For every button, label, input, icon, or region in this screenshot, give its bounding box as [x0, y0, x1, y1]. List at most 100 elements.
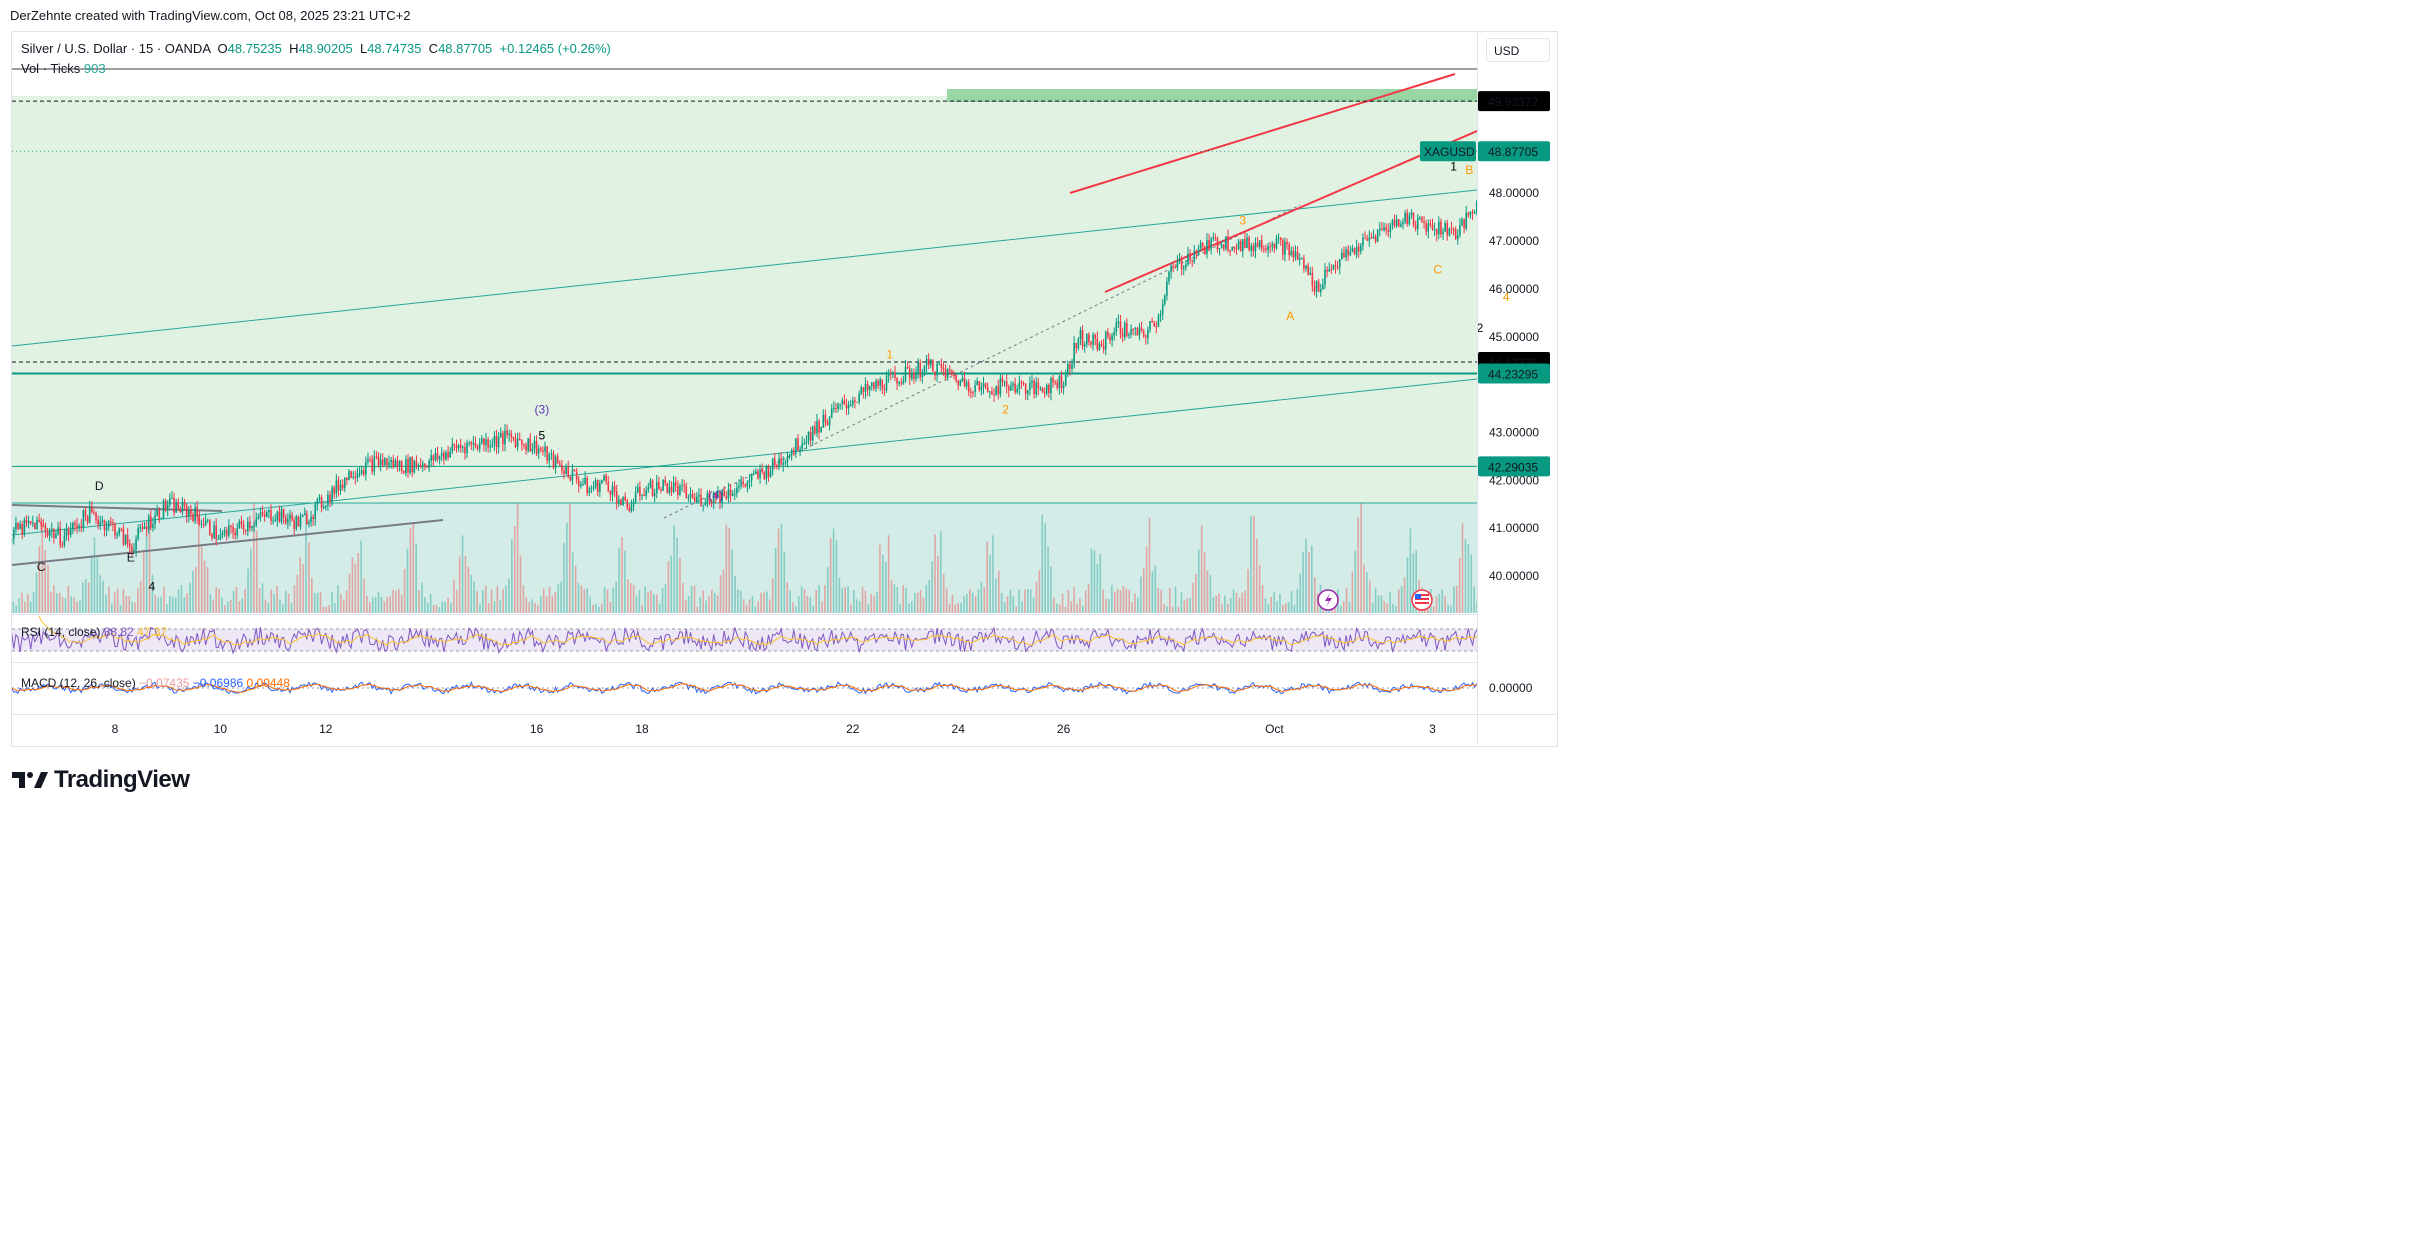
volume-bar	[122, 588, 125, 613]
rsi-legend[interactable]: RSI (14, close) 38.82 47.37	[21, 625, 167, 639]
volume-bar	[1400, 585, 1403, 613]
volume-bar	[1215, 595, 1217, 613]
volume-bar	[597, 606, 600, 613]
candle-body	[603, 475, 605, 480]
candle-body	[1387, 230, 1390, 232]
volume-bar	[1308, 551, 1310, 613]
volume-bar	[696, 606, 699, 613]
candle-body	[548, 454, 551, 461]
lightning-icon[interactable]	[1317, 589, 1339, 611]
us-flag-icon[interactable]	[1411, 589, 1433, 611]
candle-body	[59, 527, 61, 545]
volume-bar	[1166, 606, 1168, 613]
volume-bar	[267, 603, 270, 613]
volume-bar	[826, 567, 829, 613]
candle-body	[36, 519, 38, 530]
brand-name: TradingView	[54, 766, 190, 793]
volume-bar	[1221, 603, 1223, 613]
volume-bar	[1563, 563, 1565, 613]
candle-body	[1475, 201, 1477, 212]
candle-body	[567, 467, 570, 478]
candle-body	[763, 472, 766, 479]
volume-bar	[209, 594, 212, 613]
candle-body	[1469, 212, 1472, 216]
candle-body	[192, 514, 194, 521]
volume-bar	[653, 594, 655, 613]
volume-bar	[870, 593, 873, 613]
volume-bar	[763, 592, 765, 613]
candle-body	[44, 525, 47, 532]
macd-signal-value: 0.00448	[246, 676, 290, 690]
candle-body	[253, 525, 255, 527]
candle-body	[955, 375, 957, 381]
candle-body	[93, 511, 95, 514]
volume-bar	[1157, 588, 1160, 613]
volume-bar	[1012, 596, 1015, 613]
candle-body	[847, 405, 850, 409]
candle-body	[569, 477, 572, 481]
volume-bar	[1209, 574, 1212, 613]
candle-body	[21, 524, 24, 535]
candle-body	[1543, 248, 1545, 250]
candle-body	[1501, 264, 1503, 272]
candle-body	[407, 459, 409, 473]
macd-legend[interactable]: MACD (12, 26, close) −0.07435 −0.06986 0…	[21, 676, 290, 690]
volume-bar	[690, 586, 693, 613]
candle-body	[1090, 342, 1092, 345]
volume-bar	[1282, 605, 1284, 613]
candle-body	[1058, 375, 1061, 388]
symbol-tag-name: XAGUSD	[1424, 145, 1475, 159]
candle-body	[156, 509, 158, 515]
volume-bar	[10, 596, 12, 613]
candle-body	[343, 477, 346, 489]
candle-body	[443, 452, 445, 460]
candle-body	[664, 479, 666, 483]
candle-body	[1210, 238, 1212, 249]
candle-body	[609, 490, 612, 495]
symbol-name[interactable]: Silver / U.S. Dollar · 15 · OANDA	[21, 41, 211, 56]
candle-body	[190, 510, 192, 515]
volume-bar	[821, 601, 823, 613]
volume-bar	[1517, 557, 1519, 613]
volume-bar	[464, 555, 467, 613]
volume-bar	[1497, 606, 1499, 613]
volume-bar	[1058, 604, 1061, 613]
candle-body	[714, 493, 717, 498]
volume-bar	[360, 540, 362, 613]
target-zone	[947, 89, 1477, 102]
volume-bar	[658, 603, 661, 613]
candle-body	[128, 543, 131, 547]
chart-canvas[interactable]: (5)355531Alternativ1B4342C4A212(3)5(4)DC…	[0, 0, 1568, 815]
candle-body	[1256, 242, 1259, 248]
volume-bar	[334, 603, 336, 613]
volume-bar	[873, 596, 875, 613]
candle-body	[681, 485, 683, 487]
chart-caption: DerZehnte created with TradingView.com, …	[10, 8, 411, 23]
volume-bar	[499, 599, 502, 613]
rsi-value: 38.82	[103, 625, 134, 639]
candle-body	[101, 520, 104, 522]
volume-bar	[1096, 563, 1099, 613]
chart-frame[interactable]	[11, 31, 1558, 747]
trendline-lower-green	[12, 378, 1477, 536]
candle-body	[1328, 269, 1331, 272]
candle-body	[1159, 314, 1162, 316]
volume-bar	[215, 586, 217, 613]
volume-bar	[1064, 606, 1067, 613]
volume-bar	[403, 568, 406, 613]
volume-label[interactable]: Vol · Ticks	[21, 61, 81, 76]
currency-selector[interactable]: USD	[1486, 38, 1550, 62]
candle-body	[65, 528, 68, 536]
candle-body	[238, 521, 241, 529]
volume-bar	[612, 587, 615, 613]
candle-body	[160, 518, 163, 520]
volume-bar	[977, 589, 980, 613]
volume-bar	[369, 601, 371, 613]
volume-bar	[1163, 604, 1165, 613]
candle-body	[696, 496, 698, 502]
volume-bar	[716, 595, 719, 613]
candle-body	[1332, 265, 1335, 270]
volume-bar	[1340, 605, 1342, 613]
volume-bar	[548, 586, 551, 613]
volume-bar	[948, 603, 951, 613]
